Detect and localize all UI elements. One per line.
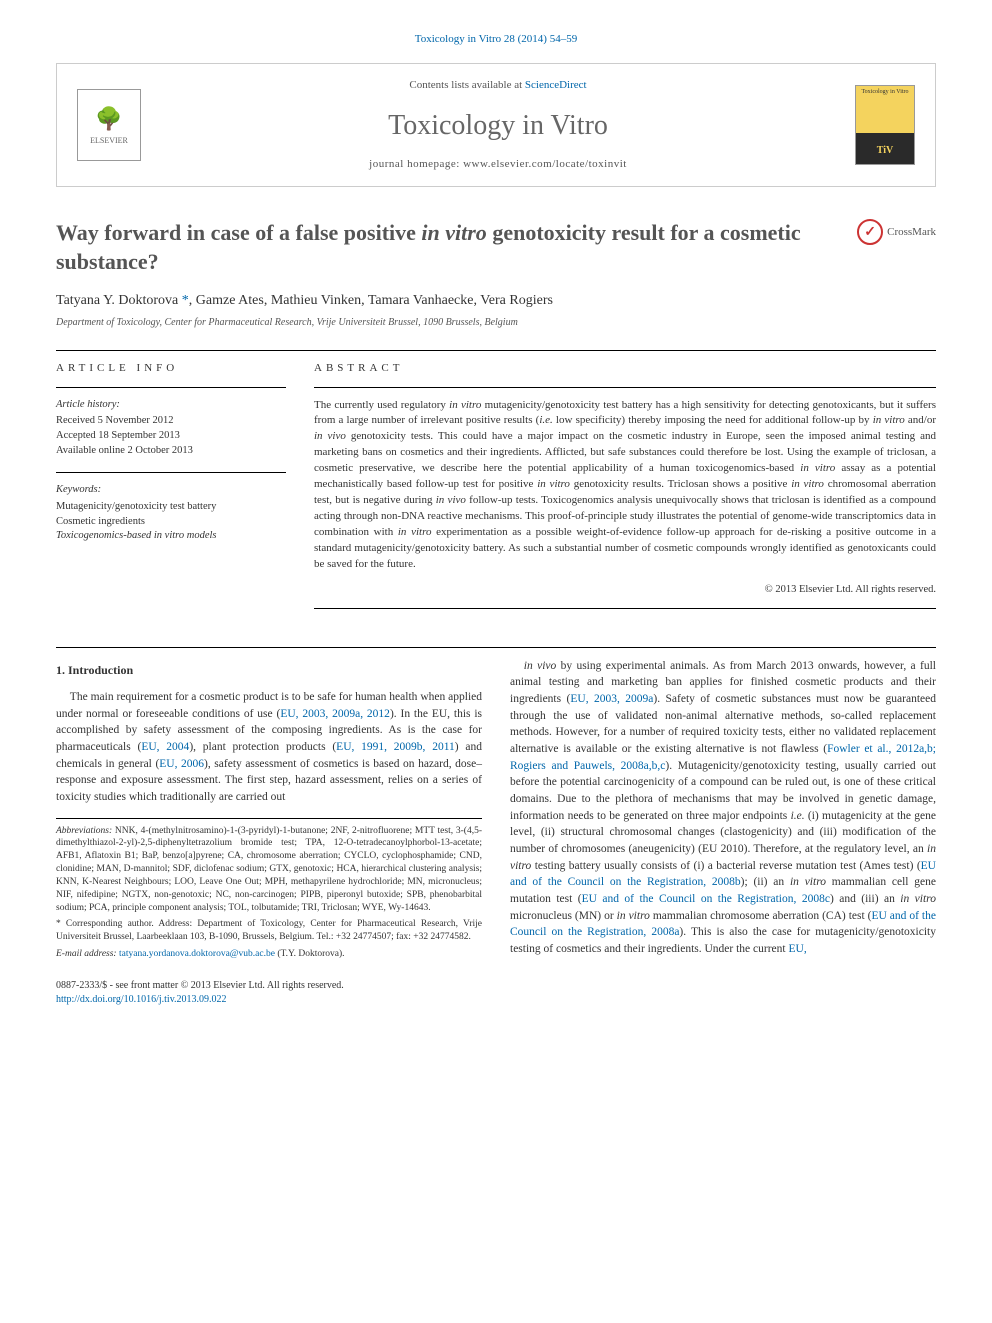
cover-title: Toxicology in Vitro <box>861 89 908 95</box>
footnotes-block: Abbreviations: NNK, 4-(methylnitrosamino… <box>56 818 482 961</box>
publisher-label: ELSEVIER <box>90 135 128 146</box>
history-head: Article history: <box>56 398 286 413</box>
corresponding-author-footnote: * Corresponding author. Address: Departm… <box>56 918 482 944</box>
journal-title: Toxicology in Vitro <box>141 106 855 145</box>
rule-abs-2 <box>314 608 936 609</box>
crossmark-label: CrossMark <box>887 225 936 240</box>
body-paragraph: in vivo by using experimental animals. A… <box>510 658 936 958</box>
body-paragraph: The main requirement for a cosmetic prod… <box>56 689 482 806</box>
cover-badge: TiV <box>856 144 914 158</box>
affiliation: Department of Toxicology, Center for Pha… <box>56 316 936 330</box>
article-info-label: ARTICLE INFO <box>56 361 286 376</box>
elsevier-logo: 🌳 ELSEVIER <box>77 89 141 161</box>
sciencedirect-link[interactable]: ScienceDirect <box>525 79 587 91</box>
page-footer: 0887-2333/$ - see front matter © 2013 El… <box>56 979 936 1007</box>
homepage-url[interactable]: www.elsevier.com/locate/toxinvit <box>463 158 627 170</box>
rule-abs-1 <box>314 387 936 388</box>
crossmark-badge[interactable]: CrossMark <box>857 219 936 245</box>
keyword-line: Mutagenicity/genotoxicity test battery <box>56 500 286 515</box>
abstract-label: ABSTRACT <box>314 361 936 376</box>
journal-homepage-line: journal homepage: www.elsevier.com/locat… <box>141 157 855 172</box>
rule-info-1 <box>56 387 286 388</box>
journal-header-box: 🌳 ELSEVIER Contents lists available at S… <box>56 63 936 187</box>
email-label: E-mail address: <box>56 949 117 959</box>
issn-line: 0887-2333/$ - see front matter © 2013 El… <box>56 979 936 993</box>
history-line: Accepted 18 September 2013 <box>56 429 286 444</box>
journal-cover-thumbnail: Toxicology in Vitro TiV <box>855 85 915 165</box>
section-heading-intro: 1. Introduction <box>56 662 482 679</box>
keywords-head: Keywords: <box>56 483 286 498</box>
crossmark-icon <box>857 219 883 245</box>
doi-link[interactable]: http://dx.doi.org/10.1016/j.tiv.2013.09.… <box>56 994 227 1005</box>
keyword-line: Toxicogenomics-based in vitro models <box>56 529 286 544</box>
tree-icon: 🌳 <box>95 104 122 135</box>
abstract-column: ABSTRACT The currently used regulatory i… <box>314 361 936 618</box>
journal-reference: Toxicology in Vitro 28 (2014) 54–59 <box>56 32 936 47</box>
history-line: Available online 2 October 2013 <box>56 444 286 459</box>
article-title: Way forward in case of a false positive … <box>56 219 936 276</box>
article-info-column: ARTICLE INFO Article history: Received 5… <box>56 361 286 618</box>
keyword-line: Cosmetic ingredients <box>56 515 286 530</box>
rule-top <box>56 350 936 351</box>
authors-line: Tatyana Y. Doktorova *, Gamze Ates, Math… <box>56 291 936 311</box>
rule-mid <box>56 647 936 648</box>
contents-available-line: Contents lists available at ScienceDirec… <box>141 78 855 93</box>
contents-prefix: Contents lists available at <box>409 79 524 91</box>
corresponding-email-link[interactable]: tatyana.yordanova.doktorova@vub.ac.be <box>119 949 275 959</box>
abstract-text: The currently used regulatory in vitro m… <box>314 398 936 573</box>
body-text: 1. Introduction The main requirement for… <box>56 658 936 961</box>
homepage-prefix: journal homepage: <box>369 158 463 170</box>
abbreviations-footnote: Abbreviations: NNK, 4-(methylnitrosamino… <box>56 825 482 915</box>
rule-info-2 <box>56 472 286 473</box>
abstract-copyright: © 2013 Elsevier Ltd. All rights reserved… <box>314 583 936 598</box>
history-line: Received 5 November 2012 <box>56 414 286 429</box>
email-suffix: (T.Y. Doktorova). <box>277 949 344 959</box>
